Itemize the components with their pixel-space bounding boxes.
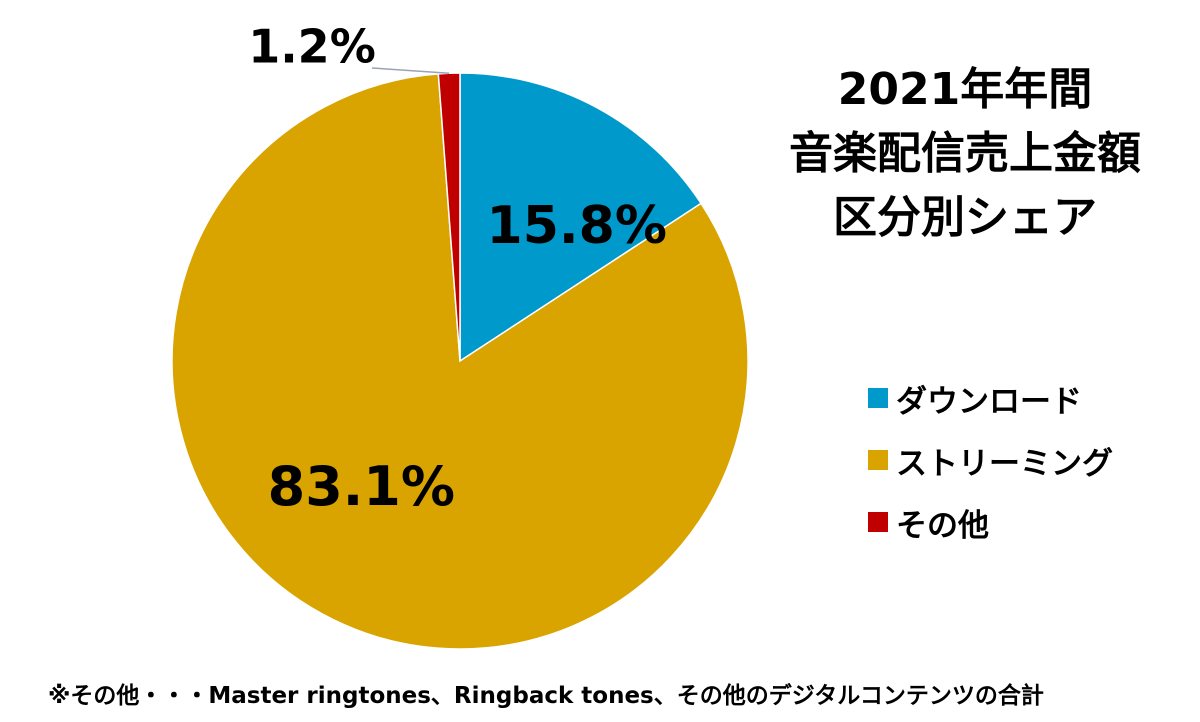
chart-title-line-2: 音楽配信売上金額: [789, 128, 1141, 179]
leader-lines: [371, 67, 450, 74]
slice-label-download: 15.8%: [487, 196, 667, 256]
chart-title-line-1: 2021年年間: [837, 64, 1093, 115]
slice-labels: 15.8% 83.1% 1.2%: [248, 20, 667, 518]
pie-slices: [171, 72, 749, 650]
legend-label-other: その他: [896, 507, 989, 544]
legend-item-streaming: ストリーミング: [868, 440, 1113, 482]
legend-item-other: その他: [868, 502, 1113, 544]
legend-label-streaming: ストリーミング: [896, 445, 1113, 482]
slice-label-other: 1.2%: [248, 20, 376, 74]
chart-title: 2021年年間 音楽配信売上金額 区分別シェア: [735, 58, 1195, 250]
slice-label-streaming: 83.1%: [268, 455, 455, 518]
leader-line-other: [371, 67, 450, 74]
pie-slice-download: [459, 72, 703, 363]
footnote: ※その他・・・Master ringtones、Ringback tones、そ…: [48, 683, 1044, 709]
legend-swatch-other: [868, 512, 888, 532]
legend-label-download: ダウンロード: [896, 383, 1082, 420]
legend: ダウンロード ストリーミング その他: [868, 378, 1113, 564]
legend-item-download: ダウンロード: [868, 378, 1113, 420]
pie-slice-other: [437, 72, 461, 362]
chart-title-line-3: 区分別シェア: [833, 192, 1097, 243]
legend-swatch-streaming: [868, 450, 888, 470]
legend-swatch-download: [868, 388, 888, 408]
pie-slice-streaming: [171, 73, 749, 650]
